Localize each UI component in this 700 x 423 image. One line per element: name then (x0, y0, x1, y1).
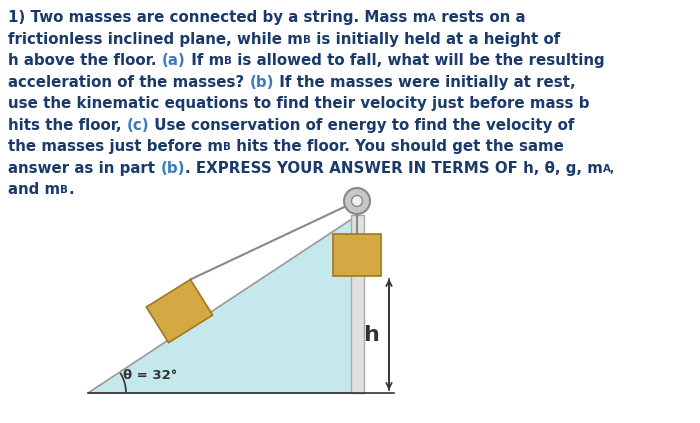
Bar (333, 234, 381, 276)
Text: (c): (c) (127, 118, 149, 132)
Text: 1) Two masses are connected by a string. Mass m: 1) Two masses are connected by a string.… (8, 10, 428, 25)
Text: the masses just before m: the masses just before m (8, 139, 223, 154)
Polygon shape (146, 280, 213, 343)
Text: B: B (354, 252, 362, 262)
Text: If m: If m (186, 53, 224, 68)
Circle shape (344, 188, 370, 214)
Circle shape (351, 195, 363, 206)
Text: h above the floor.: h above the floor. (8, 53, 162, 68)
Text: (b): (b) (249, 74, 274, 90)
Text: B: B (303, 35, 311, 45)
Text: answer as in part: answer as in part (8, 160, 160, 176)
Text: acceleration of the masses?: acceleration of the masses? (8, 74, 249, 90)
Text: rests on a: rests on a (436, 10, 526, 25)
Text: B: B (223, 143, 231, 152)
Text: θ = 32°: θ = 32° (123, 368, 177, 382)
Text: hits the floor. You should get the same: hits the floor. You should get the same (231, 139, 564, 154)
Text: h: h (363, 324, 379, 344)
Text: is allowed to fall, what will be the resulting: is allowed to fall, what will be the res… (232, 53, 604, 68)
Text: use the kinematic equations to find their velocity just before mass b: use the kinematic equations to find thei… (8, 96, 589, 111)
Text: (a): (a) (162, 53, 186, 68)
Text: A: A (428, 14, 436, 23)
Text: m: m (157, 299, 172, 313)
Polygon shape (88, 215, 358, 393)
Text: and m: and m (8, 182, 60, 197)
Text: frictionless inclined plane, while m: frictionless inclined plane, while m (8, 31, 303, 47)
Text: . EXPRESS YOUR ANSWER IN TERMS OF h, θ, g, m: . EXPRESS YOUR ANSWER IN TERMS OF h, θ, … (185, 160, 603, 176)
Text: A: A (174, 306, 181, 316)
Text: m: m (337, 244, 352, 258)
Text: (b): (b) (160, 160, 185, 176)
Text: If the masses were initially at rest,: If the masses were initially at rest, (274, 74, 575, 90)
Text: B: B (60, 185, 68, 195)
Text: hits the floor,: hits the floor, (8, 118, 127, 132)
Text: B: B (224, 56, 232, 66)
Text: is initially held at a height of: is initially held at a height of (311, 31, 560, 47)
Text: .: . (68, 182, 74, 197)
Bar (351, 215, 363, 393)
Text: Use conservation of energy to find the velocity of: Use conservation of energy to find the v… (149, 118, 575, 132)
Text: A,: A, (603, 164, 615, 174)
